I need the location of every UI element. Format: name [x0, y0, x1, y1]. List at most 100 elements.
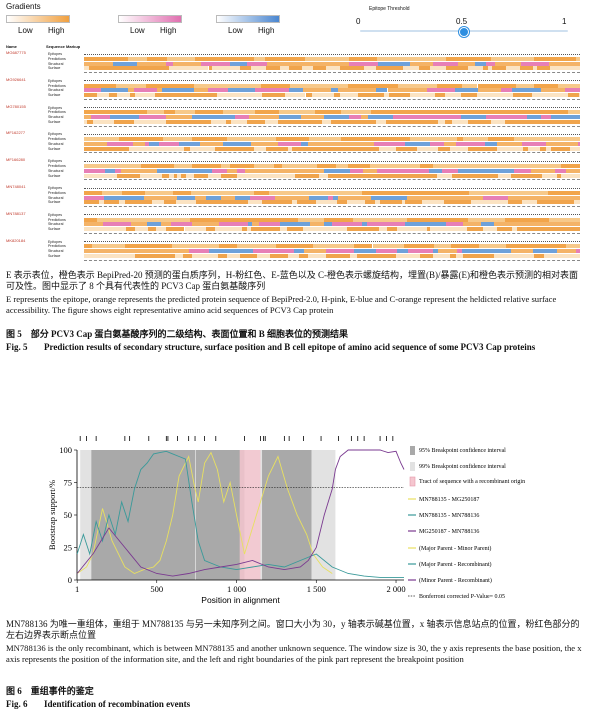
structural-track	[396, 195, 407, 200]
surface-track	[184, 227, 193, 232]
surface-track	[154, 120, 167, 124]
gradient-high-label: High	[48, 26, 65, 35]
prediction-track	[121, 190, 145, 195]
surface-track	[183, 200, 192, 205]
surface-track	[154, 93, 170, 98]
surface-track	[466, 227, 484, 232]
surface-track	[416, 146, 424, 151]
surface-track	[285, 200, 293, 205]
surface-track	[351, 66, 365, 71]
prediction-track	[567, 110, 580, 115]
recombinant-tract	[239, 450, 261, 580]
structural-track	[299, 61, 320, 66]
sequence-name: MG687775	[6, 50, 26, 55]
structural-track	[157, 88, 162, 93]
surface-track	[416, 227, 428, 232]
surface-track	[483, 200, 490, 205]
structural-track	[237, 168, 245, 173]
prediction-track	[534, 56, 561, 61]
prediction-track	[571, 217, 580, 222]
markup-row-label: Epitopes	[48, 186, 62, 190]
structural-track	[148, 142, 159, 146]
surface-track	[498, 254, 515, 258]
prediction-track	[371, 110, 404, 115]
prediction-track	[488, 137, 502, 142]
structural-track	[217, 249, 237, 254]
structural-track	[411, 115, 432, 120]
surface-track	[552, 227, 559, 232]
markup-row-label: Surface	[48, 227, 61, 232]
gradient-low-label: Low	[18, 26, 33, 35]
surface-track	[109, 93, 117, 98]
structural-track	[442, 168, 458, 173]
surface-track	[125, 227, 135, 232]
prediction-track	[361, 244, 373, 249]
surface-track	[330, 146, 342, 151]
surface-track	[364, 200, 376, 205]
surface-track	[511, 227, 518, 232]
surface-track	[129, 93, 135, 98]
structural-track	[325, 142, 345, 146]
structural-track	[201, 61, 231, 66]
surface-track	[88, 66, 101, 71]
structural-track	[156, 168, 170, 173]
surface-track	[313, 120, 323, 124]
surface-track	[192, 93, 207, 98]
surface-track	[558, 227, 571, 232]
structural-track	[303, 88, 311, 93]
prediction-track	[511, 110, 542, 115]
surface-track	[185, 66, 191, 71]
prediction-track	[541, 110, 568, 115]
surface-track	[124, 120, 134, 124]
structural-track	[168, 195, 178, 200]
surface-track	[288, 254, 299, 258]
structural-track	[187, 88, 194, 93]
x-tick-label: 2 000	[386, 584, 405, 594]
surface-track	[375, 200, 380, 205]
structural-track	[456, 142, 485, 146]
markup-row-label: Surface	[48, 93, 61, 98]
structural-track	[171, 249, 190, 254]
prediction-track	[131, 83, 146, 88]
markup-row-label: Predictions	[48, 190, 66, 195]
surface-track	[574, 200, 580, 205]
prediction-track	[194, 56, 220, 61]
gradient-high-label: High	[160, 26, 177, 35]
markup-row-label: Epitopes	[48, 239, 62, 244]
prediction-track	[516, 83, 527, 88]
surface-track	[532, 66, 537, 71]
surface-track	[134, 93, 141, 98]
structural-track	[139, 115, 166, 120]
surface-track	[198, 146, 211, 151]
surface-track	[191, 200, 197, 205]
structural-track	[189, 142, 196, 146]
surface-track	[192, 227, 201, 232]
surface-track	[395, 146, 401, 151]
surface-track	[314, 254, 326, 258]
prediction-track	[316, 164, 337, 168]
x-axis-label: Position in alignment	[201, 595, 280, 605]
structural-track	[208, 88, 229, 93]
position-ruler	[84, 72, 580, 74]
surface-track	[397, 227, 412, 232]
surface-track	[492, 93, 497, 98]
legend-swatch	[409, 476, 416, 487]
surface-track	[261, 200, 276, 205]
surface-track	[266, 146, 282, 151]
structural-track	[84, 88, 102, 93]
surface-track	[98, 146, 114, 151]
prediction-track	[403, 244, 435, 249]
surface-track	[216, 93, 225, 98]
surface-track	[221, 173, 238, 178]
surface-track	[312, 93, 326, 98]
surface-track	[226, 146, 231, 151]
structural-track	[236, 222, 248, 227]
prediction-track	[188, 244, 220, 249]
surface-track	[462, 66, 469, 71]
threshold-slider-handle[interactable]	[459, 27, 469, 37]
surface-track	[522, 200, 538, 205]
surface-track	[420, 120, 435, 124]
structural-track	[338, 88, 348, 93]
y-axis-label: Bootstrap support/%	[47, 480, 57, 550]
structural-track	[289, 88, 304, 93]
